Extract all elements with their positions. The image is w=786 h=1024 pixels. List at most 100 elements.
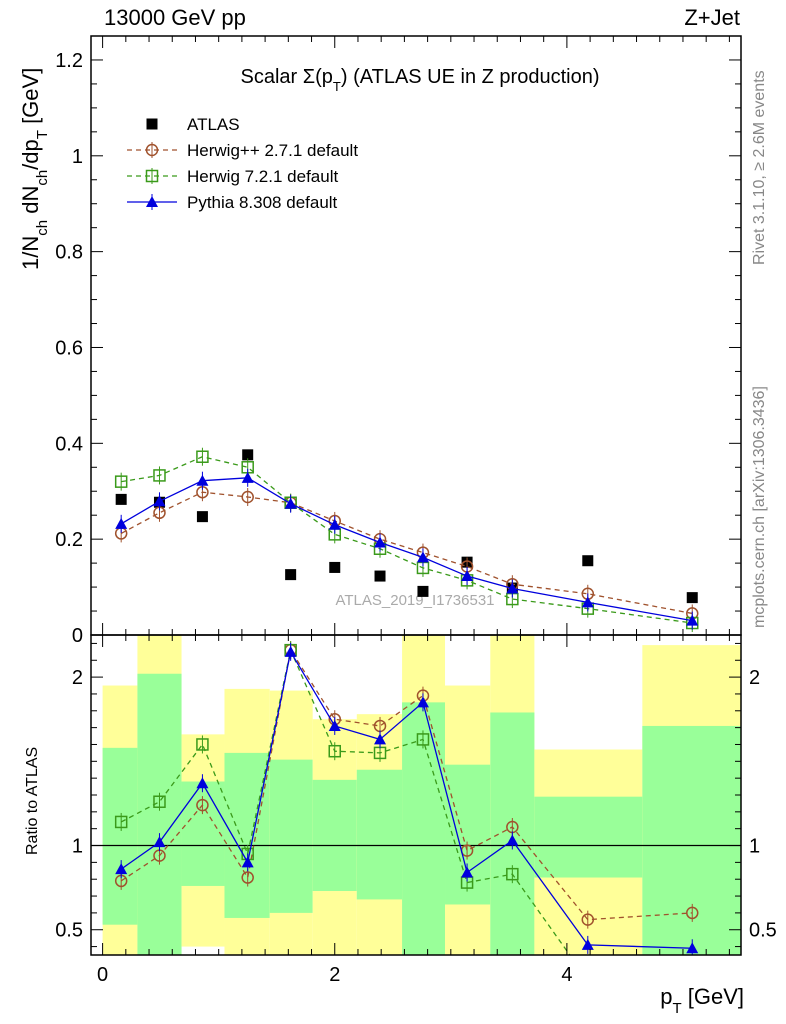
ratio-point-pythia-8-308-default: [506, 834, 519, 846]
main-point-atlas: [242, 449, 254, 461]
legend: ATLAS Herwig++ 2.7.1 default Herwig 7.2.1 …: [127, 115, 358, 212]
main-point-atlas: [582, 555, 594, 567]
main-point-herwig-7-2-1-default: [114, 475, 128, 488]
main-y-tick-label: 0.4: [55, 433, 83, 455]
main-y-tick-label: 0.8: [55, 242, 83, 264]
ratio-point-pythia-8-308-default: [686, 942, 699, 954]
legend-marker-atlas: [146, 118, 158, 130]
ratio-point-herwig-7-2-1-default: [153, 795, 166, 808]
main-point-herwig-7-2-1-default: [196, 450, 209, 463]
main-point-atlas: [329, 561, 341, 573]
ratio-point-herwig-7-2-1-default: [582, 975, 593, 986]
main-point-pythia-8-308-default: [374, 536, 387, 548]
main-point-pythia-8-308-default: [115, 517, 128, 529]
ratio-x-tick-label: 2: [329, 964, 340, 986]
ratio-y-tick-label: 1: [72, 836, 83, 858]
ratio-line-pythia-8-308-default: [120, 650, 693, 949]
ratio-y-axis-label: Ratio to ATLAS: [24, 747, 41, 855]
rivet-version-label: Rivet 3.1.10, ≥ 2.6M events: [751, 70, 768, 265]
ratio-point-pythia-8-308-default: [461, 866, 474, 878]
ratio-point-herwig-2-7-1-default: [686, 906, 699, 920]
ratio-point-pythia-8-308-default: [581, 938, 594, 950]
ratio-point-pythia-8-308-default: [416, 696, 429, 708]
main-line-herwig-2-7-1-default: [120, 491, 693, 615]
ratio-series-group: [114, 641, 699, 986]
ratio-point-pythia-8-308-default: [153, 836, 166, 848]
main-point-pythia-8-308-default: [328, 518, 341, 530]
uncertainty-band-green: [312, 779, 357, 891]
ratio-y-tick-label-right: 2: [749, 667, 760, 689]
process-label: Z+Jet: [684, 5, 740, 30]
uncertainty-band-green: [356, 769, 403, 900]
main-line-pythia-8-308-default: [120, 477, 693, 622]
ratio-point-herwig-2-7-1-default: [581, 913, 595, 926]
ratio-y-tick-label-right: 0.5: [749, 920, 777, 942]
legend-marker-herwig-2-7-1-default: [145, 143, 159, 157]
ratio-point-pythia-8-308-default: [115, 863, 128, 875]
main-point-pythia-8-308-default: [506, 582, 519, 594]
main-point-herwig-2-7-1-default: [241, 490, 254, 504]
main-series-group: [114, 447, 699, 633]
ratio-point-herwig-2-7-1-default: [241, 871, 254, 884]
ratio-y-tick-label-right: 1: [749, 836, 760, 858]
main-y-tick-label: 0.2: [55, 529, 83, 551]
plot-title: Scalar Σ(pT) (ATLAS UE in Z production): [241, 66, 600, 94]
mcplots-label: mcplots.cern.ch [arXiv:1306.3436]: [751, 386, 768, 628]
main-point-pythia-8-308-default: [461, 570, 474, 582]
main-y-tick-label: 1: [72, 146, 83, 168]
ratio-point-pythia-8-308-default: [328, 719, 341, 731]
uncertainty-band-green: [181, 781, 225, 886]
main-point-atlas: [115, 493, 127, 505]
ratio-line-herwig-7-2-1-default: [120, 648, 571, 955]
main-point-pythia-8-308-default: [241, 471, 254, 483]
main-point-pythia-8-308-default: [153, 495, 166, 507]
x-axis-label: pT [GeV]: [660, 984, 744, 1017]
ratio-point-herwig-2-7-1-default: [196, 798, 209, 812]
legend-label-herwig-2-7-1-default: Herwig++ 2.7.1 default: [187, 141, 358, 160]
main-point-pythia-8-308-default: [284, 497, 297, 509]
ratio-line-herwig-2-7-1-default: [120, 648, 693, 921]
main-y-tick-label: 0: [72, 625, 83, 647]
main-point-atlas: [196, 511, 208, 523]
uncertainty-band-green: [224, 752, 270, 918]
uncertainty-band-green: [534, 796, 643, 878]
main-point-herwig-7-2-1-default: [153, 469, 166, 482]
ratio-point-herwig-7-2-1-default: [416, 733, 430, 746]
ratio-point-herwig-7-2-1-default: [196, 738, 209, 751]
ratio-x-tick-label: 4: [561, 964, 572, 986]
main-y-tick-label: 0.6: [55, 337, 83, 359]
uncertainty-band-green: [642, 725, 741, 955]
main-point-atlas: [686, 592, 698, 604]
uncertainty-band-green: [137, 673, 182, 955]
ratio-point-pythia-8-308-default: [284, 645, 297, 657]
ratio-y-tick-label: 0.5: [55, 920, 83, 942]
ratio-x-tick-label: 0: [97, 964, 108, 986]
legend-marker-herwig-7-2-1-default: [145, 169, 159, 183]
legend-label-herwig-7-2-1-default: Herwig 7.2.1 default: [187, 167, 338, 186]
ratio-bands: [102, 635, 741, 955]
main-y-axis-label: 1/Nch dNch/dpT [GeV]: [18, 68, 51, 270]
main-point-atlas: [417, 585, 429, 597]
main-point-atlas: [285, 569, 297, 581]
collision-label: 13000 GeV pp: [104, 5, 246, 30]
analysis-watermark: ATLAS_2019_I1736531: [335, 592, 494, 609]
main-point-pythia-8-308-default: [686, 614, 699, 626]
legend-label-pythia-8-308-default: Pythia 8.308 default: [187, 193, 338, 212]
legend-label-atlas: ATLAS: [187, 115, 240, 134]
main-point-pythia-8-308-default: [196, 474, 209, 486]
ratio-point-pythia-8-308-default: [374, 733, 387, 745]
main-point-pythia-8-308-default: [416, 551, 429, 563]
legend-marker-pythia-8-308-default: [146, 196, 158, 207]
ratio-point-herwig-7-2-1-default: [328, 744, 341, 758]
uncertainty-band-green: [102, 747, 138, 925]
main-point-atlas: [374, 570, 386, 582]
main-y-tick-label: 1.2: [55, 50, 83, 72]
ratio-point-herwig-7-2-1-default: [506, 867, 519, 881]
main-line-herwig-7-2-1-default: [121, 456, 693, 624]
ratio-point-pythia-8-308-default: [241, 856, 254, 868]
ratio-point-herwig-7-2-1-default: [114, 815, 128, 829]
uncertainty-band-green: [269, 759, 313, 913]
ratio-y-tick-label: 2: [72, 667, 83, 689]
